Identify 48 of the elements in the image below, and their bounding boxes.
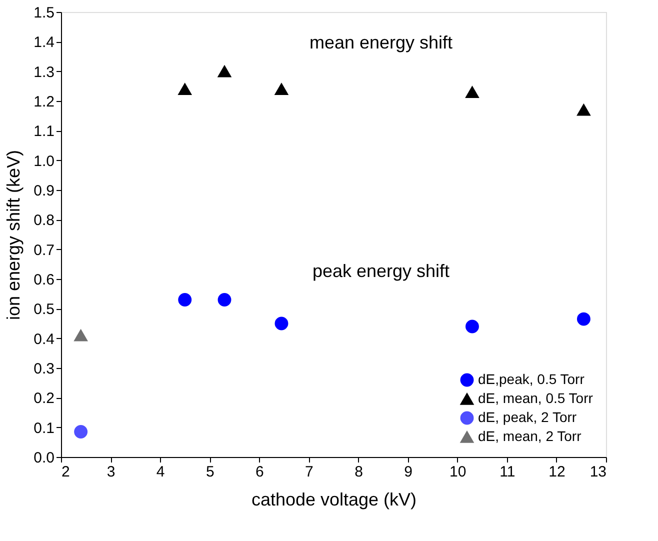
annotation: peak energy shift bbox=[312, 260, 450, 281]
x-tick-label: 9 bbox=[404, 464, 412, 480]
x-tick-label: 7 bbox=[305, 464, 314, 480]
y-tick-label: 0.7 bbox=[34, 242, 54, 259]
y-tick-label: 0.0 bbox=[34, 450, 54, 466]
point bbox=[466, 320, 479, 334]
y-tick-label: 0.6 bbox=[34, 272, 54, 288]
point bbox=[218, 293, 232, 306]
y-tick-label: 0.4 bbox=[34, 330, 54, 348]
y-tick-label: 0.9 bbox=[34, 182, 54, 200]
x-tick-label: 4 bbox=[156, 464, 165, 480]
x-tick-label: 11 bbox=[500, 464, 516, 480]
y-tick-label: 1.5 bbox=[34, 4, 54, 22]
x-tick-label: 12 bbox=[548, 464, 566, 480]
point bbox=[274, 83, 288, 96]
y-tick-label: 0.5 bbox=[34, 301, 54, 318]
legend-label: dE,peak, 0.5 Torr bbox=[478, 371, 585, 387]
x-tick-label: 2 bbox=[62, 464, 70, 480]
legend-label: dE, mean, 0.5 Torr bbox=[478, 390, 594, 406]
x-tick-label: 8 bbox=[354, 464, 363, 480]
x-tick-label: 6 bbox=[256, 464, 264, 480]
y-tick-label: 1.2 bbox=[34, 94, 54, 110]
point bbox=[274, 316, 288, 330]
point bbox=[466, 86, 479, 98]
point bbox=[576, 104, 590, 116]
y-tick-label: 0.3 bbox=[34, 360, 54, 378]
x-tick-label: 10 bbox=[450, 464, 466, 480]
x-tick-label: 3 bbox=[106, 464, 116, 480]
point bbox=[178, 83, 192, 96]
y-tick-label: 0.8 bbox=[34, 212, 54, 230]
point bbox=[178, 293, 192, 306]
point bbox=[74, 425, 88, 438]
point bbox=[576, 312, 590, 326]
y-tick-label: 1.1 bbox=[34, 123, 54, 140]
annotation: mean energy shift bbox=[309, 32, 453, 52]
y-tick-label: 1.3 bbox=[34, 64, 54, 81]
x-axis-title: cathode voltage (kV) bbox=[251, 490, 417, 510]
y-tick-label: 0.2 bbox=[34, 390, 54, 408]
point bbox=[218, 65, 232, 78]
y-tick-label: 0.1 bbox=[34, 420, 54, 437]
legend-label: dE, mean, 2 Torr bbox=[478, 428, 582, 444]
y-tick-label: 1.4 bbox=[34, 34, 54, 52]
x-tick-label: 13 bbox=[590, 464, 606, 480]
x-tick-label: 5 bbox=[206, 464, 214, 480]
y-tick-label: 1.0 bbox=[34, 152, 54, 170]
legend-label: dE, peak, 2 Torr bbox=[478, 409, 577, 425]
point bbox=[74, 329, 88, 342]
y-axis-title: ion energy shift (keV) bbox=[4, 150, 24, 320]
